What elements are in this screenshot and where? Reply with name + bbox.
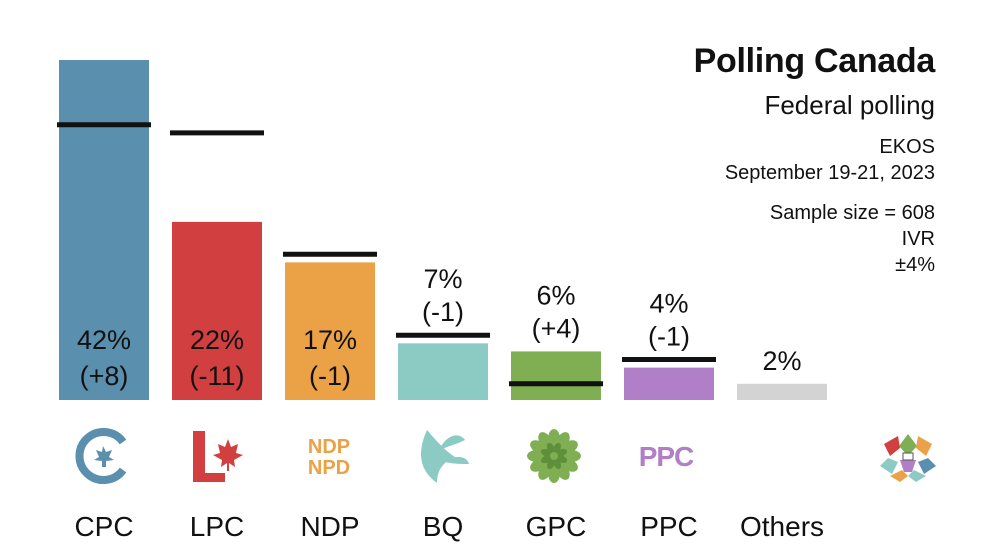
bar-ndp: [285, 262, 375, 400]
chart-subtitle: Federal polling: [764, 90, 935, 120]
bar-others: [737, 383, 827, 400]
data-label-change: (-1): [648, 322, 690, 352]
cpc-logo-icon: [75, 428, 127, 484]
sample-size: Sample size = 608: [769, 202, 935, 224]
poll-dates: September 19-21, 2023: [724, 162, 935, 184]
bar-gpc: [511, 351, 601, 400]
data-label-value: 17%: [303, 325, 357, 355]
tick-label: BQ: [423, 511, 463, 542]
data-label-change: (+8): [80, 361, 129, 391]
ndp-logo-icon: NDP NPD: [308, 436, 350, 479]
bar-ppc: [624, 367, 714, 400]
svg-text:NPD: NPD: [308, 457, 350, 479]
bar-bq: [398, 343, 488, 400]
data-label-change: (-11): [189, 361, 244, 391]
chart-title: Polling Canada: [693, 42, 936, 80]
tick-label: PPC: [640, 511, 698, 542]
poll-method: IVR: [901, 228, 935, 250]
tick-label: LPC: [190, 511, 244, 542]
tick-label: CPC: [74, 511, 133, 542]
tick-label: NDP: [300, 511, 359, 542]
bar-lpc: [172, 221, 262, 400]
svg-text:NDP: NDP: [308, 436, 350, 458]
tick-label: Others: [740, 511, 824, 542]
poll-source: EKOS September 19-21, 2023: [725, 134, 935, 186]
data-label-value: 7%: [423, 264, 462, 294]
data-label-value: 42%: [77, 325, 131, 355]
polling-canada-logo-icon: [880, 434, 936, 482]
bq-logo-icon: [421, 430, 469, 483]
bar-cpc: [59, 60, 149, 400]
ppc-logo-icon: PPC: [639, 441, 694, 472]
data-label-change: (-1): [309, 361, 351, 391]
data-label-change: (+4): [532, 313, 581, 343]
data-label-value: 6%: [536, 280, 575, 310]
pollster: EKOS: [879, 136, 935, 158]
data-label-change: (-1): [422, 297, 464, 327]
data-label-value: 2%: [762, 346, 801, 376]
gpc-logo-icon: [527, 429, 581, 483]
data-label-value: 22%: [190, 325, 244, 355]
poll-details: Sample size = 608 IVR ±4%: [770, 200, 935, 278]
tick-label: GPC: [526, 511, 587, 542]
data-label-value: 4%: [649, 289, 688, 319]
margin-of-error: ±4%: [895, 254, 935, 276]
lpc-logo-icon: [193, 431, 243, 482]
